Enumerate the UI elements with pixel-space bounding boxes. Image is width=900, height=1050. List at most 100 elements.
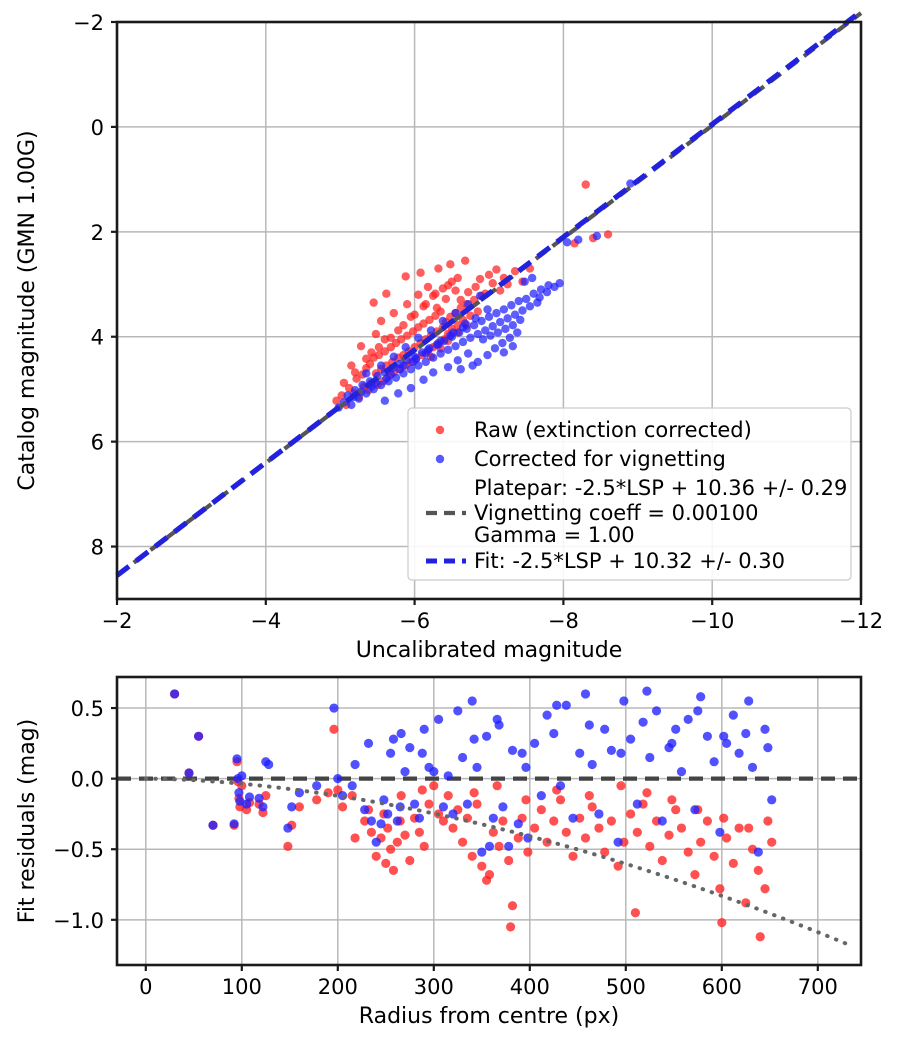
- x-tick-label: −8: [548, 609, 579, 633]
- data-point: [363, 738, 374, 748]
- data-point: [594, 809, 604, 819]
- data-point: [376, 361, 386, 370]
- y-axis-title: Fit residuals (mag): [15, 719, 40, 923]
- data-point: [383, 809, 393, 819]
- data-point: [432, 303, 442, 313]
- data-point: [471, 282, 480, 292]
- data-point: [396, 728, 406, 739]
- data-point: [503, 314, 512, 323]
- data-point: [400, 830, 410, 840]
- data-point: [414, 827, 424, 837]
- data-point: [366, 816, 376, 826]
- x-tick-label: 300: [414, 975, 454, 999]
- data-point: [417, 748, 427, 758]
- data-point: [414, 333, 423, 342]
- data-point: [429, 368, 438, 377]
- photometric-calibration-panel: −2 −4 −6 −8 −10 −12 −2 0 2 4 6 8 Uncalibrated magnit…: [15, 9, 883, 663]
- data-point: [702, 816, 713, 826]
- data-point: [492, 781, 502, 791]
- data-point: [616, 781, 626, 791]
- data-point: [208, 820, 218, 830]
- data-point: [760, 884, 770, 894]
- data-point: [555, 781, 566, 791]
- data-point: [507, 745, 518, 756]
- data-point: [382, 289, 391, 298]
- data-point: [542, 710, 552, 720]
- data-point: [702, 731, 713, 741]
- data-point: [312, 781, 322, 791]
- data-point: [423, 282, 433, 292]
- data-point: [456, 295, 465, 305]
- data-point: [362, 354, 371, 363]
- data-point: [555, 795, 566, 805]
- data-point: [587, 759, 597, 770]
- data-point: [664, 830, 674, 840]
- data-point: [469, 788, 479, 798]
- data-point: [645, 752, 655, 763]
- data-point: [405, 855, 415, 866]
- data-point: [467, 851, 477, 861]
- data-point: [676, 766, 687, 777]
- data-point: [667, 738, 677, 748]
- data-point: [715, 884, 725, 894]
- data-point: [329, 724, 339, 734]
- data-point: [414, 290, 423, 299]
- data-point: [520, 277, 529, 286]
- data-point: [237, 771, 247, 781]
- data-point: [728, 858, 738, 868]
- data-point: [592, 231, 602, 241]
- data-point: [352, 374, 361, 383]
- data-point: [362, 369, 371, 378]
- data-point: [388, 865, 399, 876]
- data-point: [469, 320, 479, 330]
- data-point: [767, 795, 777, 805]
- data-point: [394, 389, 403, 398]
- legend-label: Gamma = 1.00: [474, 523, 635, 547]
- data-point: [510, 310, 520, 319]
- data-point: [287, 802, 297, 812]
- data-point: [488, 279, 497, 288]
- legend-marker: [435, 454, 445, 464]
- legend-label: Fit: -2.5*LSP + 10.32 +/- 0.30: [474, 549, 785, 573]
- data-point: [484, 841, 495, 852]
- data-point: [399, 361, 408, 370]
- data-point: [448, 809, 458, 819]
- data-point: [513, 819, 523, 829]
- data-point: [471, 314, 480, 323]
- data-point: [426, 326, 436, 335]
- data-point: [552, 700, 562, 710]
- data-point: [312, 795, 322, 805]
- x-tick-label: 100: [222, 975, 262, 999]
- x-tick-label: 500: [606, 975, 646, 999]
- data-point: [402, 331, 412, 340]
- data-point: [473, 329, 483, 339]
- x-tick-label: −2: [102, 609, 133, 633]
- data-point: [671, 805, 681, 815]
- data-point: [561, 700, 571, 710]
- data-point: [483, 305, 492, 314]
- data-point: [429, 353, 438, 362]
- photometric-fit-line: [115, 9, 863, 578]
- data-point: [414, 813, 424, 823]
- data-point: [356, 341, 366, 351]
- data-point: [386, 844, 396, 854]
- y-tick-label: 0.0: [71, 768, 104, 792]
- data-point: [410, 799, 420, 809]
- data-point: [347, 400, 356, 410]
- data-point: [419, 724, 429, 734]
- data-point: [744, 823, 754, 833]
- data-point: [722, 833, 732, 843]
- data-point: [580, 833, 591, 843]
- data-point: [419, 841, 429, 852]
- residual-series-raw: [170, 689, 777, 942]
- data-point: [329, 703, 339, 713]
- y-axis-title: Catalog magnitude (GMN 1.00G): [15, 130, 40, 490]
- data-point: [517, 748, 527, 758]
- data-point: [360, 805, 370, 815]
- data-point: [493, 328, 503, 337]
- data-point: [339, 378, 349, 388]
- data-point: [416, 268, 425, 277]
- data-point: [514, 296, 523, 306]
- data-point: [456, 365, 465, 374]
